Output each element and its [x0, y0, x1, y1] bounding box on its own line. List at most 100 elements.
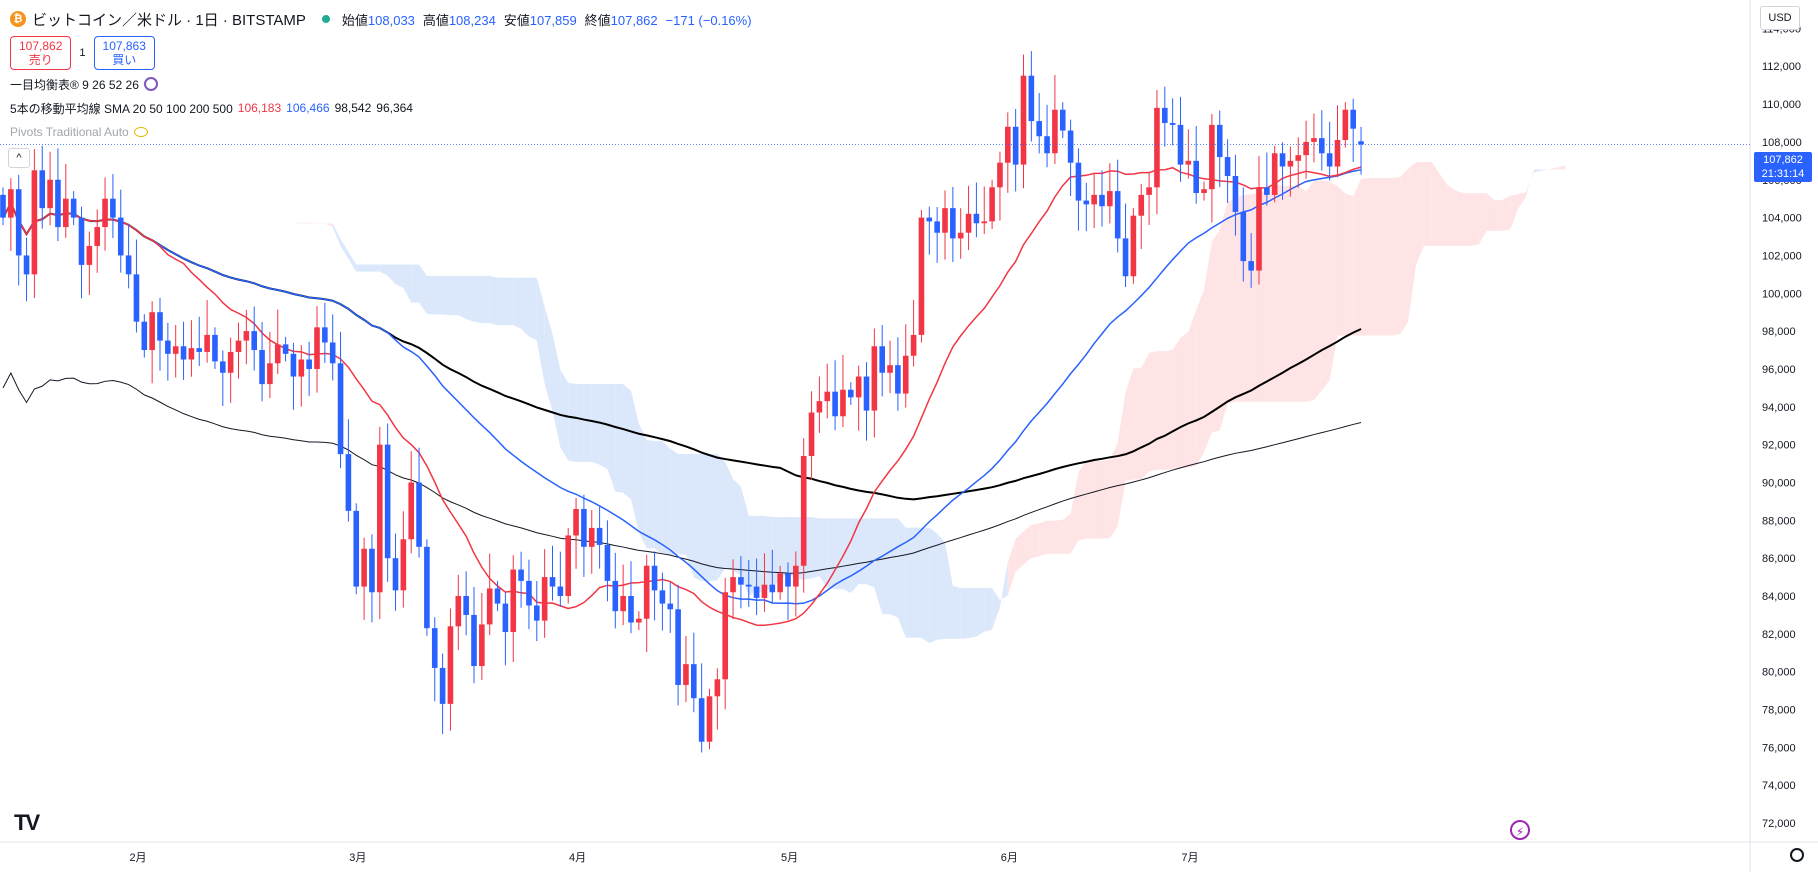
candle-body: [369, 548, 375, 593]
candle-body: [0, 194, 6, 218]
ichimoku-cloud-segment: [1368, 177, 1377, 336]
candle-body: [47, 179, 53, 209]
candle-body: [251, 331, 257, 351]
price-tick-label: 108,000: [1762, 137, 1802, 149]
candle-body: [172, 346, 179, 354]
candle-body: [1216, 124, 1223, 158]
candle-body: [910, 334, 917, 356]
ichimoku-cloud-segment: [489, 275, 498, 326]
price-tick-label: 86,000: [1762, 553, 1796, 565]
candle-body: [447, 626, 454, 704]
candle-body: [1091, 194, 1097, 205]
ichimoku-cloud-segment: [1070, 472, 1079, 554]
candle-body: [1162, 107, 1168, 123]
ichimoku-cloud-segment: [733, 478, 741, 576]
ichimoku-cloud-segment: [1313, 180, 1322, 401]
candle-body: [1075, 162, 1082, 201]
ichimoku-cloud-segment: [1117, 392, 1126, 527]
candle-body: [1146, 187, 1152, 195]
candle-body: [416, 482, 422, 547]
candle-body: [1201, 189, 1207, 193]
candle-body: [934, 221, 940, 233]
candle-body: [1138, 194, 1145, 216]
candle-body: [1209, 124, 1215, 190]
ichimoku-cloud-segment: [858, 518, 867, 585]
candle-body: [902, 355, 909, 394]
candle-body: [950, 208, 956, 239]
candle-body: [793, 565, 799, 587]
candle-body: [306, 359, 312, 369]
ichimoku-cloud-segment: [976, 587, 985, 637]
time-tick-label: 2月: [129, 852, 146, 864]
sync-icon[interactable]: [143, 77, 158, 91]
ichimoku-cloud-segment: [905, 527, 914, 638]
candle-body: [298, 359, 305, 377]
candle-body: [1028, 75, 1035, 122]
ichimoku-cloud-segment: [615, 384, 624, 493]
ichimoku-cloud-segment: [1054, 519, 1063, 554]
ichimoku-cloud-segment: [356, 264, 365, 272]
ichimoku-cloud-segment: [207, 206, 215, 215]
candle-body: [1067, 130, 1074, 163]
candle-body: [463, 596, 469, 615]
ichimoku-cloud-segment: [1282, 185, 1291, 402]
candle-body: [1248, 261, 1254, 271]
tradingview-logo[interactable]: TV: [14, 810, 40, 835]
settings-gear-icon[interactable]: [1790, 848, 1804, 862]
ichimoku-cloud-segment: [1486, 193, 1495, 231]
ichimoku-cloud-segment: [1329, 181, 1338, 381]
lightning-icon[interactable]: ⚡: [1510, 820, 1530, 840]
price-tick-label: 88,000: [1762, 515, 1796, 527]
indicator-moving-averages[interactable]: 5本の移動平均線 SMA 20 50 100 200 500 106,183 1…: [10, 101, 413, 116]
candle-body: [824, 391, 831, 402]
ichimoku-cloud-segment: [1376, 177, 1385, 336]
indicator-ichimoku[interactable]: 一目均衡表® 9 26 52 26: [10, 74, 756, 94]
ichimoku-cloud-segment: [387, 264, 396, 285]
candle-body: [502, 603, 509, 632]
candle-body: [887, 365, 893, 373]
ichimoku-cloud-segment: [772, 517, 781, 588]
candle-body: [534, 605, 540, 621]
sell-button[interactable]: 107,862 売り: [10, 36, 72, 70]
currency-selector[interactable]: USD: [1760, 6, 1800, 30]
ichimoku-cloud-segment: [1204, 241, 1212, 453]
candle-body: [722, 592, 728, 680]
ichimoku-cloud-segment: [1141, 352, 1150, 480]
collapse-legend-button[interactable]: ^: [8, 148, 30, 168]
ichimoku-cloud-segment: [725, 461, 734, 571]
ichimoku-cloud-segment: [1345, 193, 1354, 336]
candle-body: [455, 596, 462, 627]
ichimoku-cloud-segment: [301, 222, 310, 224]
ma50-value: 106,466: [286, 101, 330, 115]
candle-body: [1326, 153, 1333, 167]
ichimoku-cloud-segment: [693, 454, 702, 582]
ichimoku-cloud-segment: [332, 223, 341, 247]
ichimoku-cloud-segment: [1164, 349, 1173, 470]
candle-body: [965, 213, 972, 233]
candle-body: [973, 213, 980, 224]
ichimoku-cloud-segment: [1062, 513, 1071, 554]
ichimoku-cloud-segment: [379, 264, 388, 276]
buy-button[interactable]: 107,863 買い: [93, 36, 155, 70]
candle-body: [628, 596, 634, 623]
candle-body: [1271, 153, 1278, 195]
ichimoku-cloud-segment: [631, 390, 639, 533]
candle-body: [329, 342, 336, 364]
candle-body: [408, 482, 414, 540]
ichimoku-cloud-segment: [1078, 460, 1087, 541]
ma50-line: [2, 169, 1362, 605]
indicator-pivots[interactable]: Pivots Traditional Auto: [10, 122, 756, 142]
symbol-title[interactable]: ビットコイン／米ドル · 1日 · BITSTAMP: [32, 11, 306, 29]
candle-body: [1020, 75, 1027, 165]
quantity-value[interactable]: 1: [79, 47, 86, 59]
last-price-tag: 107,862 21:31:14: [1754, 152, 1812, 182]
candle-body: [353, 510, 360, 587]
ichimoku-cloud-segment: [1047, 520, 1055, 554]
candle-body: [290, 353, 297, 377]
ichimoku-cloud-segment: [968, 587, 977, 639]
hidden-eye-icon[interactable]: [133, 127, 148, 137]
candle-body: [769, 584, 776, 593]
candle-body: [1256, 187, 1262, 271]
